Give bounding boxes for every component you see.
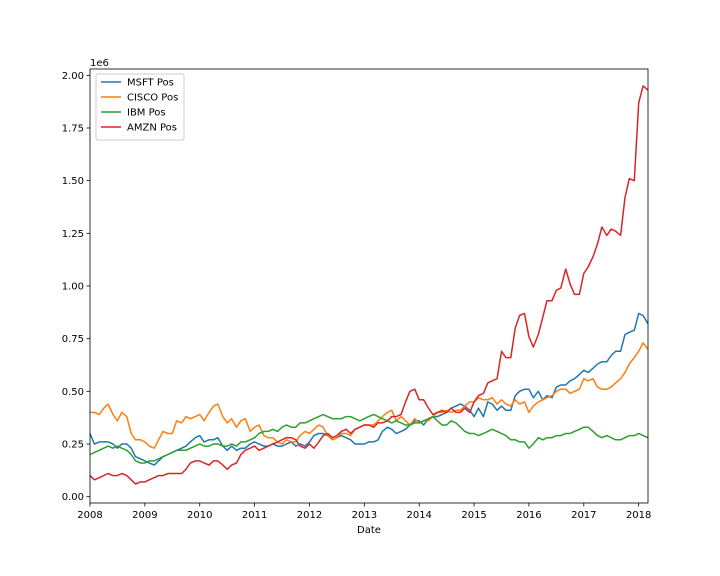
x-tick-label: 2009 [132,510,157,521]
series-line-msft-pos [89,312,649,466]
y-tick-label: 0.50 [62,387,84,398]
x-tick-label: 2008 [77,510,102,521]
axes-layer: 2008 2009 2010 2011 2012 2013 2014 2015 2016 2017… [62,68,651,521]
legend-box [95,73,185,141]
y-tick-label: 1.25 [62,229,84,240]
x-axis-label: Date [357,525,381,536]
x-tick-label: 2011 [242,510,267,521]
y-tick-label: 1.50 [62,176,84,187]
y-tick-label: 0.75 [62,334,84,345]
legend-label: IBM Pos [127,108,166,119]
y-tick-label: 0.00 [62,492,84,503]
y-offset-label: 1e6 [90,58,109,69]
x-tick-label: 2017 [571,510,596,521]
series-line-amzn-pos [89,85,649,485]
x-tick-label: 2016 [516,510,541,521]
legend: MSFT Pos CISCO Pos IBM Pos AMZN Pos [95,73,185,141]
legend-label: AMZN Pos [127,123,177,134]
y-tick-label: 1.75 [62,123,84,134]
series-line-ibm-pos [89,413,649,464]
legend-label: MSFT Pos [127,78,174,89]
y-tick-label: 2.00 [62,71,84,82]
series-layer [89,85,649,485]
legend-label: CISCO Pos [127,93,178,104]
x-tick-label: 2015 [461,510,486,521]
x-tick-label: 2012 [297,510,322,521]
y-tick-label: 1.00 [62,282,84,293]
x-tick-label: 2013 [352,510,377,521]
x-tick-label: 2010 [187,510,212,521]
x-tick-label: 2014 [406,510,431,521]
y-tick-label: 0.25 [62,440,84,451]
x-tick-label: 2018 [626,510,651,521]
